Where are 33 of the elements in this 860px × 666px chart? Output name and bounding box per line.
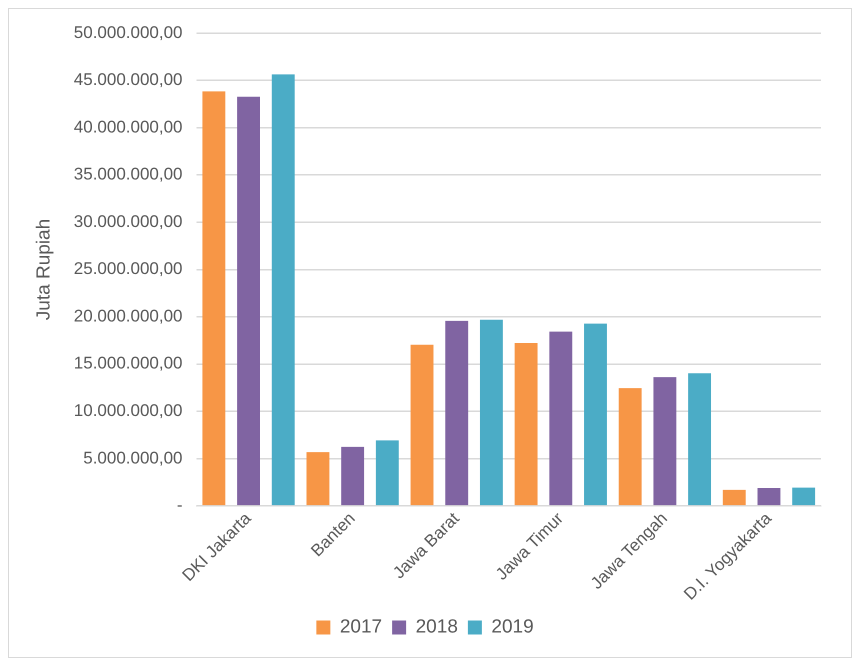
bar — [445, 320, 468, 506]
bar — [792, 488, 816, 506]
y-tick-label: - — [176, 496, 183, 515]
y-tick-label: 45.000.000,00 — [74, 70, 183, 90]
y-tick-label: 15.000.000,00 — [74, 354, 183, 373]
bar — [584, 324, 607, 506]
bar — [376, 440, 399, 506]
legend-label: 2018 — [416, 616, 458, 638]
y-tick-label: 30.000.000,00 — [74, 212, 183, 231]
bar — [410, 344, 434, 506]
y-axis-title: Juta Rupiah — [34, 218, 55, 320]
y-tick-label: 35.000.000,00 — [74, 164, 183, 184]
bar — [758, 488, 780, 506]
bar — [202, 91, 226, 506]
bar — [514, 342, 538, 506]
bar — [272, 74, 295, 506]
y-tick-label: 40.000.000,00 — [74, 117, 183, 136]
bar — [480, 320, 503, 506]
legend-label: 2017 — [340, 616, 382, 638]
bar — [722, 490, 746, 506]
y-tick-label: 5.000.000,00 — [83, 448, 183, 468]
bar — [237, 96, 260, 506]
y-tick-label: 25.000.000,00 — [74, 259, 183, 278]
bar — [549, 332, 572, 506]
bar — [306, 452, 330, 506]
bar — [618, 388, 642, 506]
bar — [688, 373, 712, 506]
y-tick-label: 10.000.000,00 — [74, 400, 183, 420]
legend-label: 2019 — [491, 616, 534, 638]
bar — [341, 446, 364, 506]
y-tick-label: 50.000.000,00 — [74, 22, 183, 42]
bar — [653, 377, 676, 506]
y-tick-label: 20.000.000,00 — [74, 306, 183, 326]
